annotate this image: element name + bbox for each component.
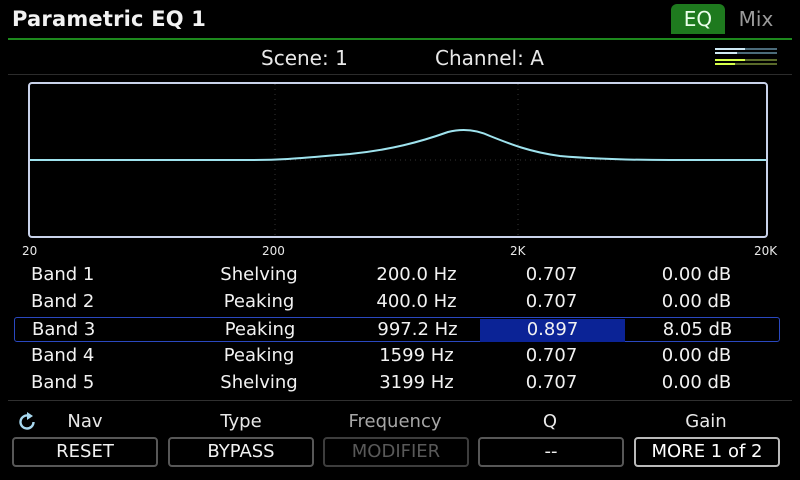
band-name: Band 5 [31, 372, 95, 393]
band-row-5[interactable]: Band 5 Shelving 3199 Hz 0.707 0.00 dB [14, 371, 780, 396]
band-type: Peaking [224, 319, 296, 340]
tab-eq[interactable]: EQ [671, 4, 725, 34]
band-type: Shelving [220, 264, 298, 285]
band-q-selected[interactable]: 0.897 [480, 319, 625, 342]
freq-label-20: 20 [22, 244, 38, 258]
scene-label: Scene: 1 [261, 46, 348, 70]
freq-label-200: 200 [262, 244, 285, 258]
eq-graph[interactable] [28, 82, 768, 238]
band-gain: 8.05 dB [662, 319, 733, 340]
title-bar: Parametric EQ 1 EQ Mix [0, 0, 800, 38]
knob-frequency[interactable]: Frequency [348, 411, 442, 432]
band-gain: 0.00 dB [661, 291, 732, 312]
band-row-4[interactable]: Band 4 Peaking 1599 Hz 0.707 0.00 dB [14, 344, 780, 369]
tab-mix[interactable]: Mix [738, 7, 774, 31]
freq-label-20k: 20K [754, 244, 778, 258]
level-meter-icon [715, 48, 777, 65]
band-row-2[interactable]: Band 2 Peaking 400.0 Hz 0.707 0.00 dB [14, 290, 780, 315]
band-q: 0.707 [525, 372, 578, 393]
band-name: Band 4 [31, 345, 95, 366]
page-title: Parametric EQ 1 [12, 7, 207, 31]
band-type: Peaking [223, 345, 295, 366]
eq-curve [30, 129, 766, 161]
band-frequency: 3199 Hz [379, 372, 454, 393]
knob-gain[interactable]: Gain [685, 411, 727, 432]
reset-button[interactable]: RESET [12, 437, 158, 467]
band-row-1[interactable]: Band 1 Shelving 200.0 Hz 0.707 0.00 dB [14, 263, 780, 288]
knob-nav[interactable]: Nav [67, 411, 103, 432]
band-name: Band 3 [32, 319, 96, 340]
bypass-button[interactable]: BYPASS [168, 437, 314, 467]
band-type: Peaking [223, 291, 295, 312]
band-q: 0.707 [525, 291, 578, 312]
knob-type[interactable]: Type [220, 411, 262, 432]
freq-label-2k: 2K [510, 244, 526, 258]
footer-divider [8, 400, 792, 401]
band-name: Band 2 [31, 291, 95, 312]
band-row-3[interactable]: Band 3 Peaking 997.2 Hz 0.897 8.05 dB [14, 317, 780, 342]
band-q: 0.707 [525, 264, 578, 285]
band-q: 0.707 [525, 345, 578, 366]
band-gain: 0.00 dB [661, 264, 732, 285]
status-divider [8, 74, 792, 75]
modifier-button[interactable]: MODIFIER [323, 437, 469, 467]
header-divider [8, 38, 792, 40]
q-button[interactable]: -- [478, 437, 624, 467]
more-button[interactable]: MORE 1 of 2 [634, 437, 780, 467]
band-frequency: 997.2 Hz [377, 319, 458, 340]
band-frequency: 200.0 Hz [376, 264, 457, 285]
band-gain: 0.00 dB [661, 345, 732, 366]
knob-q[interactable]: Q [542, 411, 558, 432]
band-name: Band 1 [31, 264, 95, 285]
band-type: Shelving [220, 372, 298, 393]
refresh-icon [19, 412, 35, 430]
band-frequency: 400.0 Hz [376, 291, 457, 312]
band-gain: 0.00 dB [661, 372, 732, 393]
channel-label: Channel: A [435, 46, 544, 70]
band-frequency: 1599 Hz [379, 345, 454, 366]
